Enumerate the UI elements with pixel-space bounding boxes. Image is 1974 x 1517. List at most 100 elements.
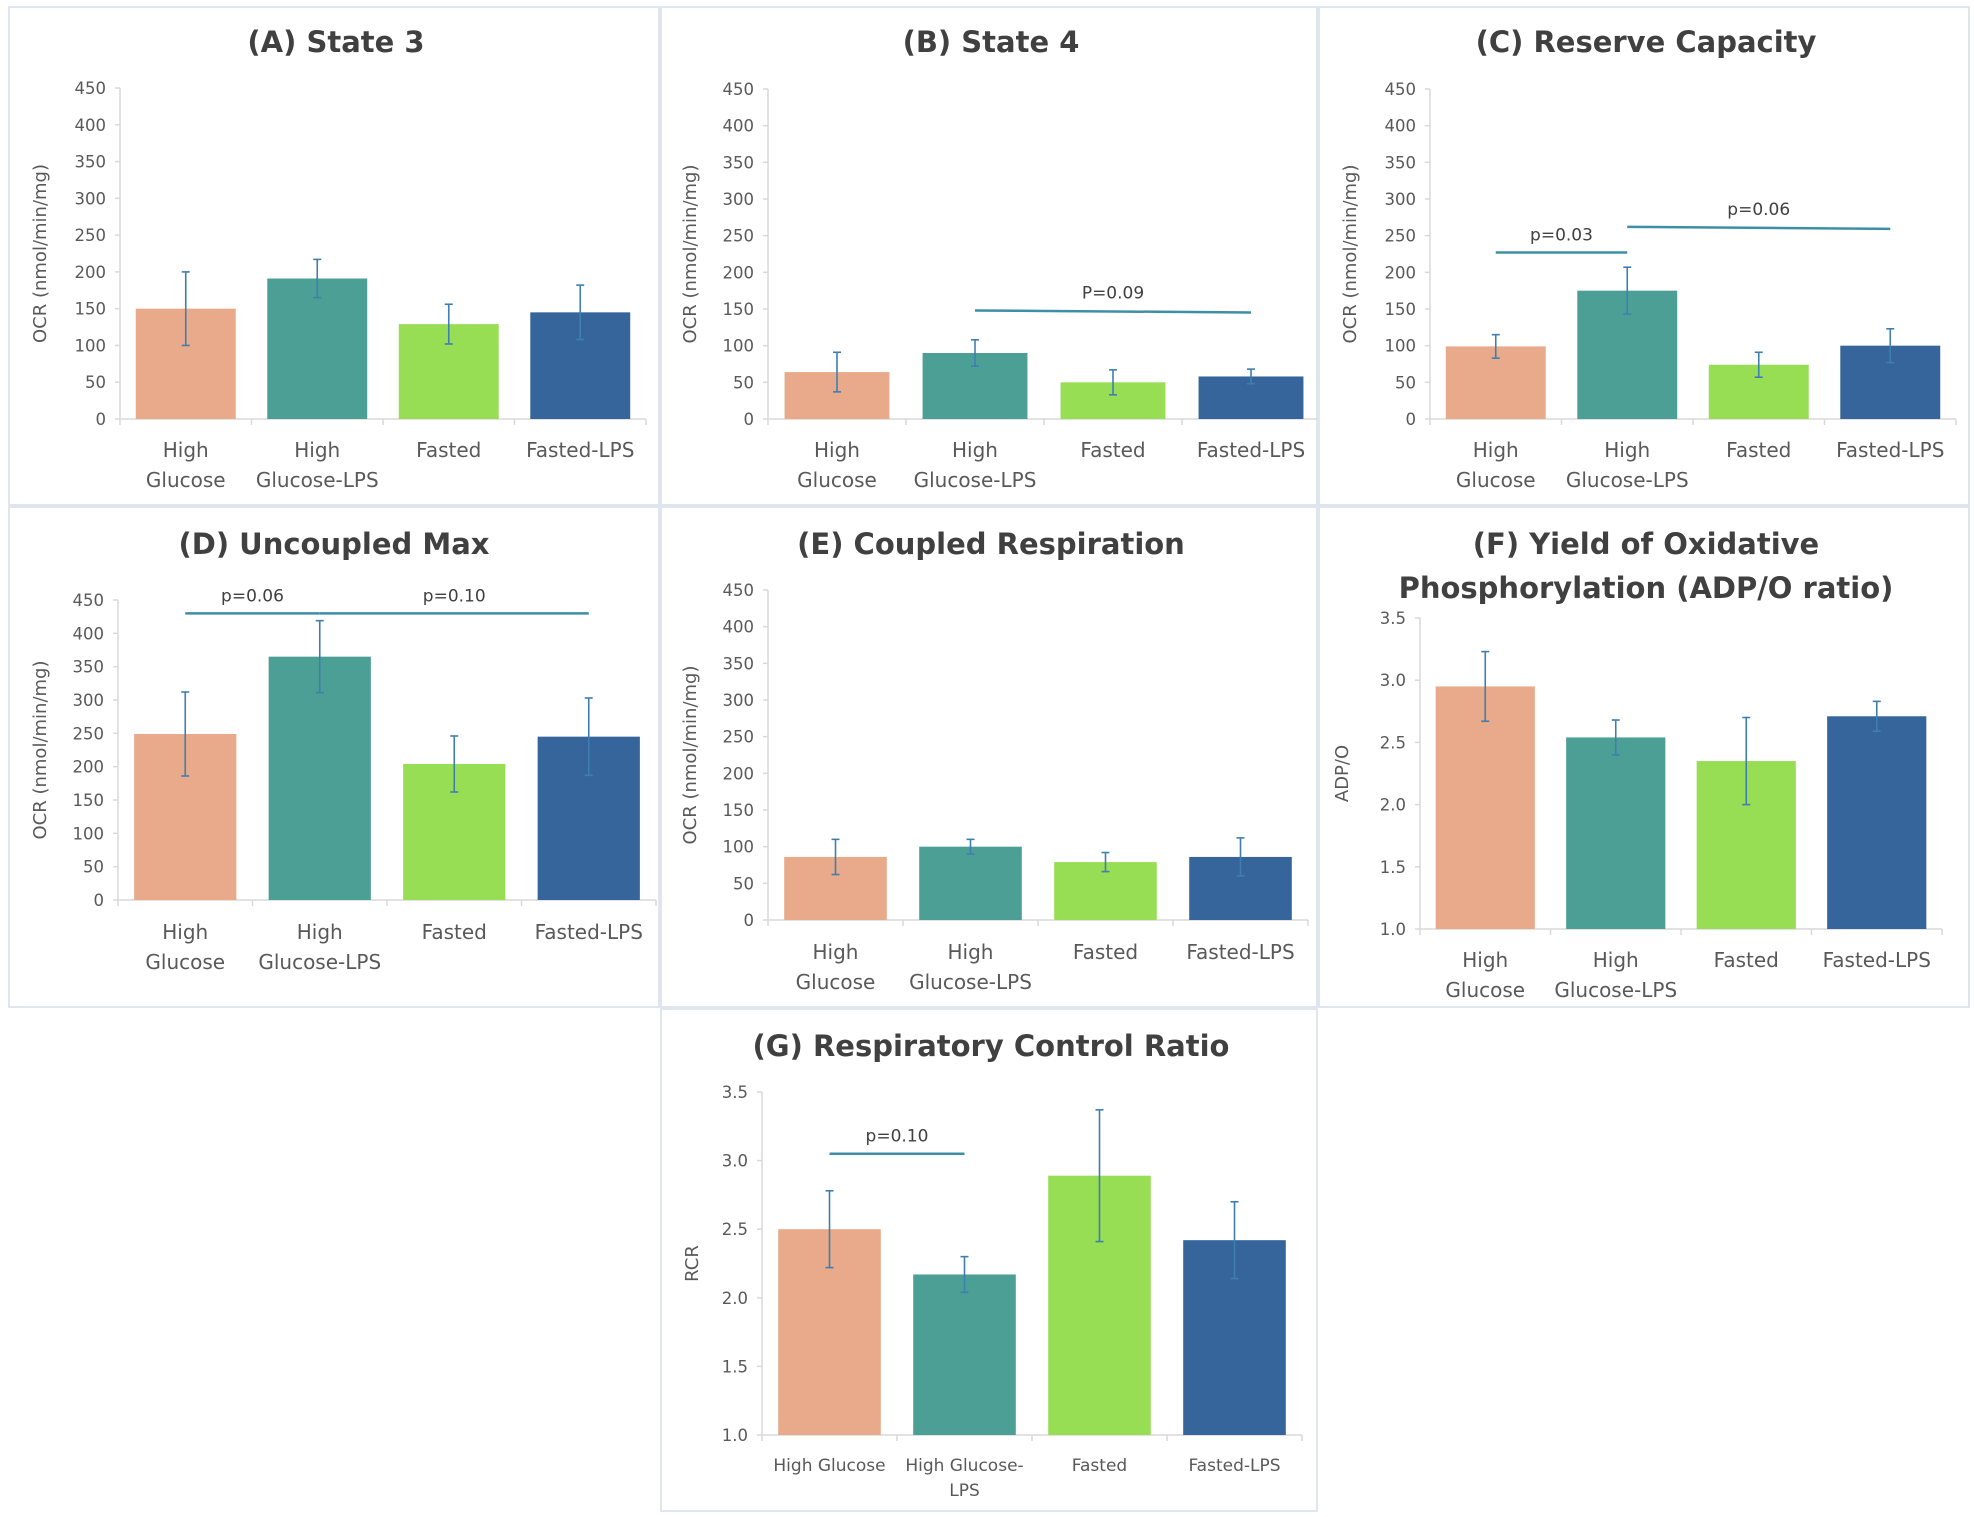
chart-a-y-tick-label: 350 xyxy=(75,153,107,172)
chart-g-y-axis-label: RCR xyxy=(682,1245,703,1282)
chart-d-category-label-fasted: Fasted xyxy=(422,920,487,944)
chart-d-category-label-high-glucose: Glucose xyxy=(145,950,225,974)
chart-a-y-tick-label: 450 xyxy=(75,79,107,98)
chart-e-y-tick-label: 100 xyxy=(723,838,755,857)
chart-e-y-tick-label: 350 xyxy=(723,654,755,673)
chart-b-y-axis-label: OCR (nmol/min/mg) xyxy=(680,165,701,344)
chart-b-y-tick-label: 400 xyxy=(723,117,755,136)
chart-b-y-tick-label: 50 xyxy=(733,373,754,392)
chart-a-title: (A) State 3 xyxy=(247,25,424,59)
chart-d-y-tick-label: 350 xyxy=(73,658,105,677)
chart-a-category-label-fasted-lps: Fasted-LPS xyxy=(526,438,634,462)
chart-c-category-label-high-glucose-lps: Glucose-LPS xyxy=(1566,468,1689,492)
chart-e-category-label-high-glucose-lps: High xyxy=(948,940,994,964)
chart-g-svg: (G) Respiratory Control Ratio RCR 1.0 1.5 2.… xyxy=(682,1029,1303,1501)
chart-c-significance-label: p=0.03 xyxy=(1530,226,1593,246)
chart-g-y-tick-label: 3.0 xyxy=(722,1152,748,1171)
chart-d-y-tick-label: 400 xyxy=(73,624,105,643)
chart-e-y-tick-label: 400 xyxy=(723,618,755,637)
chart-e-category-label-high-glucose: Glucose xyxy=(796,970,876,994)
chart-c-y-tick-label: 400 xyxy=(1385,117,1417,136)
chart-f-category-label-high-glucose: High xyxy=(1462,948,1508,972)
chart-d-category-label-fasted-lps: Fasted-LPS xyxy=(535,920,643,944)
chart-f-y-axis-label: ADP/O xyxy=(1332,745,1353,802)
chart-c-svg: (C) Reserve Capacity OCR (nmol/min/mg) 0 50… xyxy=(1340,25,1957,492)
chart-f-y-tick-label: 2.0 xyxy=(1380,796,1406,815)
chart-a-y-tick-label: 300 xyxy=(75,189,107,208)
chart-c-y-tick-label: 300 xyxy=(1385,190,1417,209)
chart-b-category-label-fasted: Fasted xyxy=(1080,438,1145,462)
chart-c-category-label-fasted: Fasted xyxy=(1726,438,1791,462)
chart-b-y-tick-label: 250 xyxy=(723,227,755,246)
chart-a-y-tick-label: 50 xyxy=(85,373,106,392)
chart-a-y-tick-label: 150 xyxy=(75,300,107,319)
chart-c-y-axis-label: OCR (nmol/min/mg) xyxy=(1340,165,1361,344)
chart-c-title: (C) Reserve Capacity xyxy=(1476,25,1817,59)
chart-c-significance-label: p=0.06 xyxy=(1727,200,1790,220)
chart-b-y-tick-label: 100 xyxy=(723,337,755,356)
chart-e-y-tick-label: 450 xyxy=(723,581,755,600)
chart-a-category-label-fasted: Fasted xyxy=(416,438,481,462)
chart-f-y-tick-label: 1.0 xyxy=(1380,920,1406,939)
chart-d-category-label-high-glucose-lps: High xyxy=(297,920,343,944)
chart-g-title: (G) Respiratory Control Ratio xyxy=(753,1029,1230,1063)
chart-f-category-label-high-glucose-lps: Glucose-LPS xyxy=(1554,978,1677,1002)
chart-a-category-label-high-glucose-lps: High xyxy=(294,438,340,462)
chart-d-y-tick-label: 50 xyxy=(83,858,104,877)
chart-e-title: (E) Coupled Respiration xyxy=(797,527,1185,561)
chart-b-y-tick-label: 450 xyxy=(723,80,755,99)
chart-c-y-tick-label: 100 xyxy=(1385,337,1417,356)
chart-c-y-tick-label: 250 xyxy=(1385,227,1417,246)
chart-g-y-tick-label: 3.5 xyxy=(722,1083,748,1102)
chart-c-y-tick-label: 50 xyxy=(1395,373,1416,392)
chart-panel-a: (A) State 3 OCR (nmol/min/mg) 0 50 100 150 200… xyxy=(8,6,660,506)
chart-d-y-tick-label: 0 xyxy=(94,891,105,910)
chart-f-bar-high-glucose xyxy=(1435,686,1535,929)
chart-a-y-tick-label: 400 xyxy=(75,116,107,135)
chart-d-significance-label: p=0.10 xyxy=(423,586,486,606)
chart-g-significance-label: p=0.10 xyxy=(866,1127,929,1147)
chart-a-y-tick-label: 200 xyxy=(75,263,107,282)
chart-b-category-label-fasted-lps: Fasted-LPS xyxy=(1197,438,1305,462)
chart-d-y-tick-label: 250 xyxy=(73,724,105,743)
chart-a-svg: (A) State 3 OCR (nmol/min/mg) 0 50 100 150 200… xyxy=(30,25,647,492)
chart-e-category-label-fasted-lps: Fasted-LPS xyxy=(1186,940,1294,964)
chart-panel-f: (F) Yield of Oxidative Phosphorylation (A… xyxy=(1318,506,1970,1008)
chart-e-y-tick-label: 150 xyxy=(723,801,755,820)
chart-e-y-axis-label: OCR (nmol/min/mg) xyxy=(680,666,701,845)
chart-f-y-tick-label: 3.0 xyxy=(1380,671,1406,690)
chart-f-y-tick-label: 1.5 xyxy=(1380,858,1406,877)
chart-f-category-label-fasted: Fasted xyxy=(1714,948,1779,972)
chart-f-title-line: Phosphorylation (ADP/O ratio) xyxy=(1399,571,1894,605)
chart-d-y-axis-label: OCR (nmol/min/mg) xyxy=(30,661,51,840)
chart-f-bar-high-glucose-lps xyxy=(1566,737,1666,929)
chart-f-category-label-high-glucose-lps: High xyxy=(1593,948,1639,972)
chart-panel-b: (B) State 4 OCR (nmol/min/mg) 0 50 100 150 200… xyxy=(660,6,1321,506)
chart-a-bar-high-glucose-lps xyxy=(267,278,368,419)
chart-f-svg: (F) Yield of Oxidative Phosphorylation (A… xyxy=(1332,527,1943,1002)
chart-e-y-tick-label: 50 xyxy=(733,874,754,893)
chart-g-bar-high-glucose-lps xyxy=(913,1274,1016,1435)
chart-e-svg: (E) Coupled Respiration OCR (nmol/min/mg)… xyxy=(680,527,1309,994)
chart-b-significance-line xyxy=(974,309,1252,314)
chart-e-y-tick-label: 200 xyxy=(723,764,755,783)
chart-d-y-tick-label: 100 xyxy=(73,824,105,843)
chart-b-y-tick-label: 150 xyxy=(723,300,755,319)
chart-b-title: (B) State 4 xyxy=(903,25,1080,59)
chart-d-category-label-high-glucose: High xyxy=(162,920,208,944)
chart-d-y-tick-label: 300 xyxy=(73,691,105,710)
chart-b-y-tick-label: 350 xyxy=(723,153,755,172)
chart-a-y-tick-label: 100 xyxy=(75,336,107,355)
chart-b-category-label-high-glucose: Glucose xyxy=(797,468,877,492)
chart-e-bar-high-glucose-lps xyxy=(919,846,1022,920)
chart-c-y-tick-label: 0 xyxy=(1406,410,1417,429)
chart-d-svg: (D) Uncoupled Max OCR (nmol/min/mg) 0 50 100… xyxy=(30,527,657,974)
chart-d-category-label-high-glucose-lps: Glucose-LPS xyxy=(258,950,381,974)
chart-panel-c: (C) Reserve Capacity OCR (nmol/min/mg) 0 50… xyxy=(1318,6,1970,506)
chart-e-y-tick-label: 250 xyxy=(723,728,755,747)
chart-g-category-label-high-glucose: High Glucose xyxy=(773,1456,885,1476)
chart-f-y-tick-label: 3.5 xyxy=(1380,609,1406,628)
chart-g-y-tick-label: 2.0 xyxy=(722,1289,748,1308)
chart-b-significance-label: P=0.09 xyxy=(1082,283,1144,303)
chart-b-y-tick-label: 0 xyxy=(744,410,755,429)
